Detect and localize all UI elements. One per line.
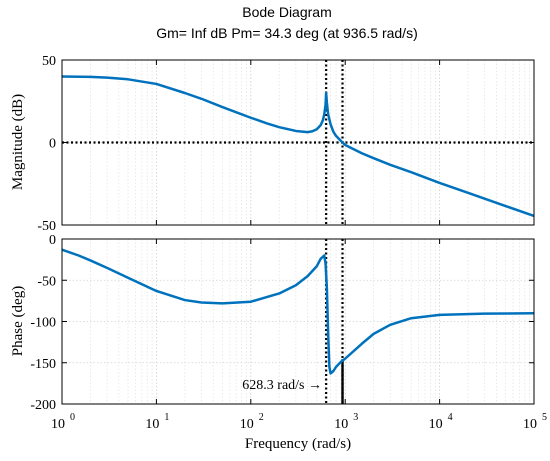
y-tick-label: -200 [30,398,56,413]
y-tick-label: -100 [30,316,56,331]
x-tick-exponent: 5 [542,412,547,423]
magnitude-y-ticks: -50 0 50 [37,54,535,234]
x-tick-base: 10 [240,417,254,432]
x-tick-label: 10 2 [240,412,264,432]
x-tick-label: 10 0 [51,412,75,432]
x-tick-exponent: 0 [70,412,75,423]
y-tick-label: 0 [49,233,56,248]
phase-y-label: Phase (deg) [10,286,26,356]
x-tick-base: 10 [51,417,65,432]
x-axis-label: Frequency (rad/s) [245,436,351,452]
x-tick-exponent: 1 [164,412,169,423]
x-tick-exponent: 2 [259,412,264,423]
chart-subtitle: Gm= Inf dB Pm= 34.3 deg (at 936.5 rad/s) [156,25,417,41]
y-tick-label: 0 [49,137,56,152]
x-tick-label: 10 3 [334,412,358,432]
y-tick-label: -50 [37,274,56,289]
magnitude-y-label: Magnitude (dB) [10,94,26,190]
x-tick-base: 10 [334,417,348,432]
phase-panel: -200 -150 -100 -50 0 Phase (deg) 628.3 rad/s… [10,233,535,413]
x-tick-base: 10 [429,417,443,432]
phase-y-ticks: -200 -150 -100 -50 0 [30,233,535,413]
phase-grid [62,239,534,404]
x-tick-label: 10 4 [429,412,453,432]
x-tick-base: 10 [523,417,537,432]
y-tick-label: -50 [37,219,56,234]
x-tick-base: 10 [145,417,159,432]
chart-title: Bode Diagram [242,4,332,20]
x-tick-label: 10 1 [145,412,169,432]
x-tick-label: 10 5 [523,412,547,432]
peak-frequency-annotation: 628.3 rad/s → [242,378,322,393]
y-tick-label: -150 [30,357,56,372]
x-tick-exponent: 3 [353,412,358,423]
y-tick-label: 50 [42,54,56,69]
magnitude-panel: -50 0 50 Magnitude (dB) [10,54,535,234]
phase-curve [61,248,535,375]
x-tick-exponent: 4 [448,412,453,423]
x-tick-labels: 10 0 10 1 10 2 10 3 10 4 10 5 [51,412,547,432]
magnitude-curve [61,75,535,218]
